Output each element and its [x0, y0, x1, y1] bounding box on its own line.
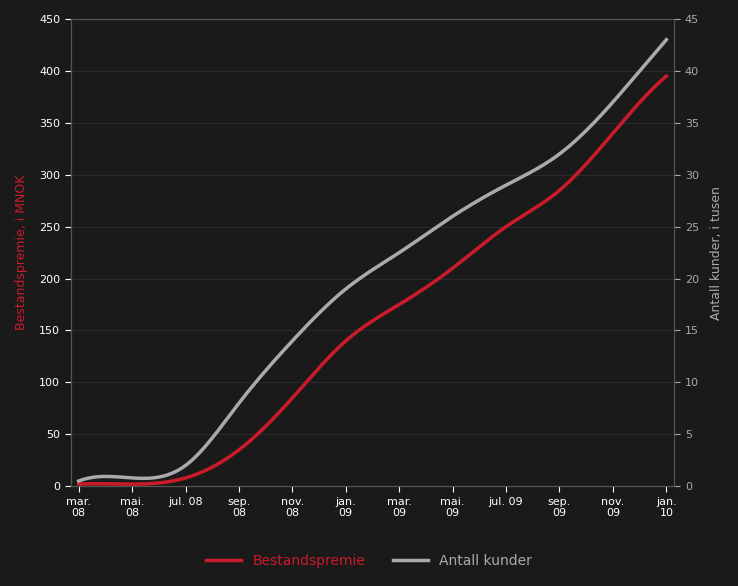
Y-axis label: Bestandspremie, i MNOK: Bestandspremie, i MNOK: [15, 175, 28, 331]
Legend: Bestandspremie, Antall kunder: Bestandspremie, Antall kunder: [201, 548, 537, 573]
Y-axis label: Antall kunder, i tusen: Antall kunder, i tusen: [710, 186, 723, 319]
